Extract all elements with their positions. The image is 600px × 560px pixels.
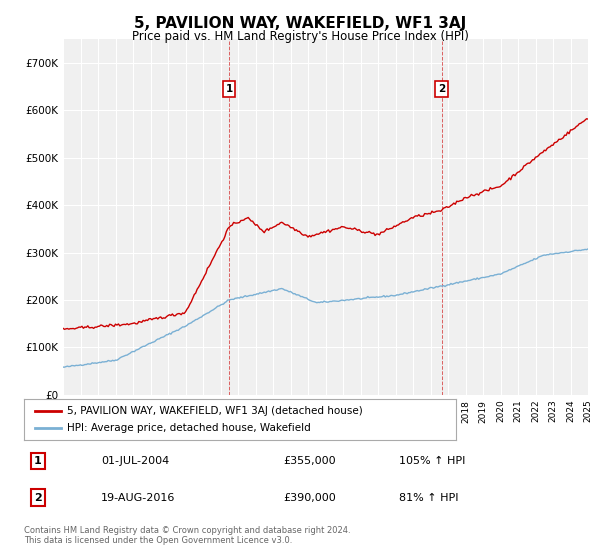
Text: 01-JUL-2004: 01-JUL-2004 [101, 456, 170, 466]
Text: £390,000: £390,000 [283, 493, 336, 502]
Text: HPI: Average price, detached house, Wakefield: HPI: Average price, detached house, Wake… [67, 423, 311, 433]
Text: £355,000: £355,000 [283, 456, 336, 466]
Text: Price paid vs. HM Land Registry's House Price Index (HPI): Price paid vs. HM Land Registry's House … [131, 30, 469, 43]
Text: 5, PAVILION WAY, WAKEFIELD, WF1 3AJ (detached house): 5, PAVILION WAY, WAKEFIELD, WF1 3AJ (det… [67, 405, 363, 416]
Text: 1: 1 [34, 456, 41, 466]
Text: 81% ↑ HPI: 81% ↑ HPI [400, 493, 459, 502]
Text: 1: 1 [226, 84, 233, 94]
Text: 19-AUG-2016: 19-AUG-2016 [101, 493, 176, 502]
Text: Contains HM Land Registry data © Crown copyright and database right 2024.: Contains HM Land Registry data © Crown c… [24, 526, 350, 535]
Text: 2: 2 [438, 84, 445, 94]
Text: This data is licensed under the Open Government Licence v3.0.: This data is licensed under the Open Gov… [24, 536, 292, 545]
Text: 5, PAVILION WAY, WAKEFIELD, WF1 3AJ: 5, PAVILION WAY, WAKEFIELD, WF1 3AJ [134, 16, 466, 31]
Text: 105% ↑ HPI: 105% ↑ HPI [400, 456, 466, 466]
Text: 2: 2 [34, 493, 41, 502]
